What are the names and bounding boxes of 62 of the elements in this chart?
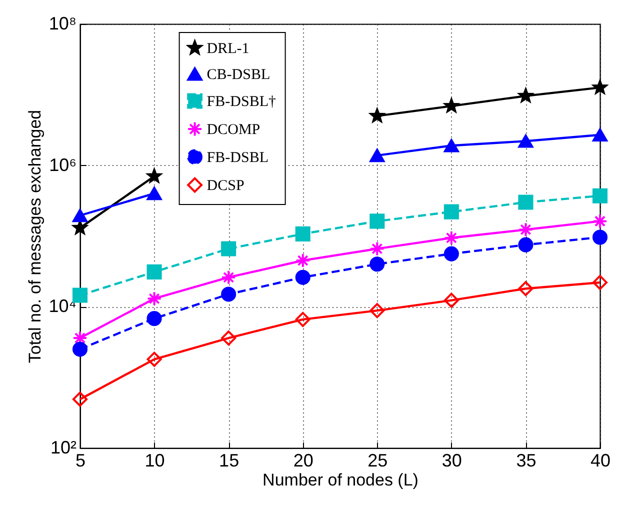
legend-label: FB-DSBL† — [206, 94, 276, 110]
point — [370, 303, 385, 318]
point — [518, 134, 534, 148]
point — [444, 138, 459, 152]
point — [370, 241, 385, 256]
point — [72, 208, 88, 222]
legend-label: CB-DSBL — [206, 67, 270, 83]
point — [146, 291, 162, 306]
point — [592, 230, 608, 245]
legend-label: DRL-1 — [206, 41, 250, 57]
point — [592, 128, 608, 142]
point — [518, 194, 534, 210]
legend-label: DCOMP — [206, 122, 260, 138]
point — [295, 312, 310, 327]
point — [221, 330, 236, 346]
point — [592, 188, 608, 204]
point — [146, 310, 162, 326]
point — [444, 230, 459, 246]
x-tick-label: 40 — [590, 450, 611, 470]
x-tick-label: 15 — [219, 450, 240, 470]
point — [72, 342, 88, 357]
point — [370, 256, 385, 272]
y-tick-label: 10² — [50, 438, 77, 458]
point — [518, 281, 534, 296]
y-tick-label: 10⁸ — [48, 14, 76, 34]
legend-label: FB-DSBL — [206, 150, 268, 166]
legend-label: DCSP — [206, 178, 244, 194]
point — [295, 226, 310, 242]
y-axis-title: Total no. of messages exchanged — [26, 110, 45, 364]
point — [295, 270, 310, 285]
point — [72, 392, 88, 407]
point — [147, 168, 162, 183]
point — [146, 264, 162, 280]
point — [370, 108, 384, 122]
point — [444, 204, 459, 220]
x-tick-label: 5 — [75, 450, 86, 470]
point — [592, 80, 608, 94]
point — [518, 88, 533, 102]
x-tick-label: 10 — [144, 450, 165, 470]
x-tick-label: 25 — [368, 450, 388, 470]
x-tick-label: 20 — [293, 450, 314, 470]
point — [592, 274, 608, 290]
point — [518, 222, 534, 238]
point — [146, 352, 162, 367]
x-tick-label: 30 — [442, 450, 462, 470]
point — [295, 252, 310, 268]
x-axis-title: Number of nodes (L) — [262, 470, 418, 490]
point — [221, 241, 236, 256]
y-tick-label: 10⁶ — [49, 154, 76, 175]
point — [221, 286, 236, 302]
point — [370, 214, 385, 229]
point — [444, 292, 459, 308]
point — [370, 148, 385, 162]
point — [518, 237, 534, 252]
y-tick-label: 10⁴ — [48, 296, 76, 316]
point — [146, 186, 162, 200]
point — [72, 220, 88, 234]
point — [444, 246, 459, 262]
point — [592, 214, 608, 229]
point — [221, 270, 236, 285]
point — [444, 98, 459, 112]
x-tick-label: 35 — [516, 450, 536, 470]
